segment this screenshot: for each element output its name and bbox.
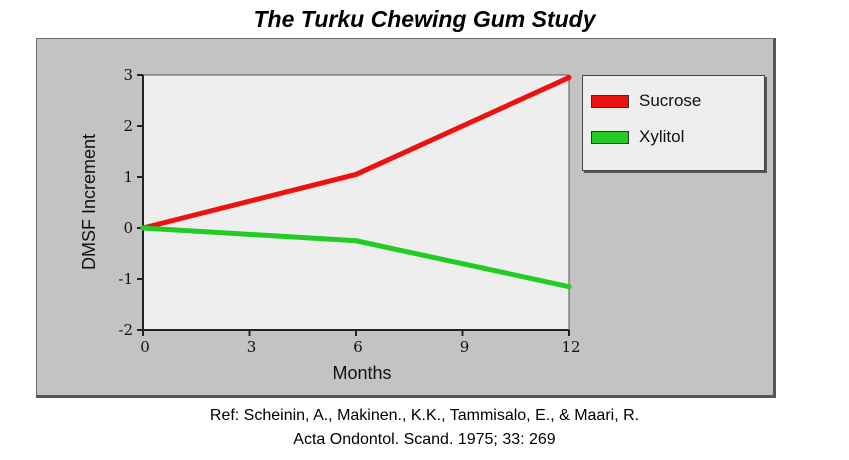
data-point-sucrose <box>566 75 572 81</box>
legend-label-sucrose: Sucrose <box>639 91 702 110</box>
x-tick-label: 6 <box>353 338 363 356</box>
axes: 3 2 1 0 -1 -2 0 3 6 9 12 <box>118 66 580 356</box>
legend-item-xylitol: Xylitol <box>591 127 684 147</box>
data-point-xylitol <box>566 284 572 290</box>
xylitol-swatch <box>591 130 629 144</box>
reference-line-2: Acta Ondontol. Scand. 1975; 33: 269 <box>293 431 556 448</box>
x-tick-label: 0 <box>140 338 150 356</box>
reference-line-1: Ref: Scheinin, A., Makinen., K.K., Tammi… <box>209 407 640 424</box>
y-tick-label: -2 <box>118 321 133 339</box>
y-axis-label: DMSF Increment <box>79 134 99 270</box>
x-tick-label: 12 <box>561 338 580 356</box>
sucrose-swatch <box>591 94 629 108</box>
data-point-xylitol <box>353 238 359 244</box>
data-point-sucrose <box>353 171 359 177</box>
legend-label-xylitol: Xylitol <box>639 127 685 146</box>
x-tick-label: 3 <box>247 338 257 356</box>
legend-item-sucrose: Sucrose <box>591 91 701 111</box>
plot-area <box>142 74 570 331</box>
y-tick-label: 1 <box>123 168 133 186</box>
chart-title: The Turku Chewing Gum Study <box>253 6 596 32</box>
data-point-xylitol <box>140 225 146 231</box>
legend: Sucrose Xylitol <box>582 75 765 171</box>
x-tick-label: 9 <box>460 338 470 356</box>
y-tick-label: 0 <box>123 219 133 237</box>
y-tick-label: 3 <box>123 66 133 84</box>
x-axis-label: Months <box>332 363 391 383</box>
y-tick-label: 2 <box>123 117 133 135</box>
series-layer <box>140 75 572 290</box>
y-tick-label: -1 <box>118 270 133 288</box>
